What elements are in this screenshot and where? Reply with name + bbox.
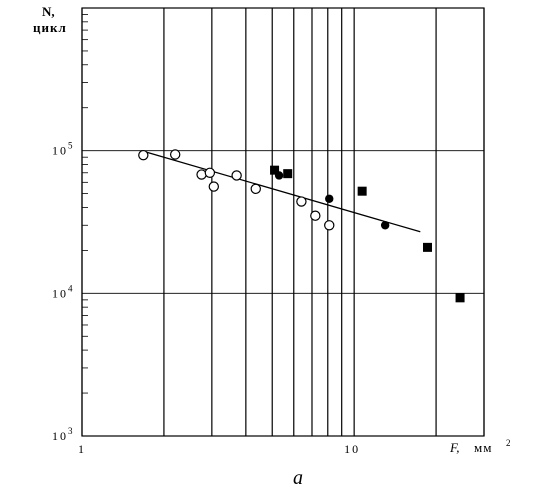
- point-filled-square: [455, 293, 465, 303]
- x-gridlines: [81, 8, 485, 436]
- trendline: [141, 150, 421, 233]
- plot-frame: [81, 7, 485, 437]
- x-axis-label-exp: 2: [506, 438, 511, 448]
- y-tick-exp: 5: [68, 141, 75, 151]
- x-tick-labels: 1 10: [78, 442, 360, 456]
- panel-label: a: [293, 467, 303, 489]
- y-axis-label-line1: N,: [42, 4, 55, 19]
- point-filled-square: [270, 165, 280, 175]
- y-tick-label: 105: [52, 141, 75, 158]
- point-filled-square: [422, 242, 432, 252]
- y-tick-label: 104: [52, 283, 75, 300]
- x-tick-label: 1: [78, 442, 86, 456]
- point-filled-circle: [325, 194, 334, 203]
- point-open-circle: [138, 149, 149, 161]
- x-tick-label: 10: [344, 442, 360, 456]
- y-tick-label: 103: [52, 426, 75, 443]
- point-open-circle: [231, 170, 242, 181]
- y-tick-exp: 4: [68, 283, 75, 293]
- point-open-circle: [204, 167, 216, 178]
- point-open-circle: [310, 210, 321, 221]
- point-filled-square: [283, 169, 293, 179]
- y-axis-label-line2: цикл: [33, 20, 67, 35]
- point-open-circle: [208, 181, 220, 192]
- point-filled-circle: [380, 221, 390, 230]
- point-open-circle: [324, 220, 335, 231]
- y-tick-base: 10: [52, 144, 68, 158]
- y-minor-ticks: [82, 14, 88, 394]
- x-axis-label-var: F,: [449, 440, 460, 455]
- x-axis-label-unit: мм: [474, 440, 492, 455]
- y-tick-base: 10: [52, 286, 68, 300]
- point-filled-square: [357, 186, 367, 196]
- y-tick-base: 10: [52, 429, 68, 443]
- point-open-circle: [296, 196, 307, 207]
- y-gridlines: [82, 7, 484, 437]
- point-open-circle: [250, 183, 261, 195]
- point-open-circle: [169, 149, 181, 160]
- point-open-circle: [196, 169, 207, 180]
- y-tick-exp: 3: [68, 426, 75, 436]
- data-points: [138, 149, 465, 303]
